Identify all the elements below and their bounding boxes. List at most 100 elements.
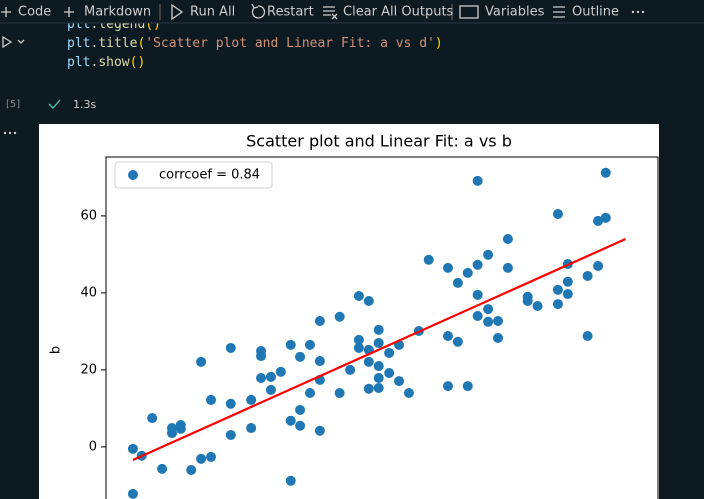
scatter-point bbox=[196, 453, 207, 464]
toolbar-button[interactable]: Outline bbox=[572, 5, 619, 20]
scatter-point bbox=[593, 260, 604, 271]
scatter-point bbox=[265, 371, 276, 382]
toolbar-button[interactable]: Restart bbox=[267, 5, 314, 20]
toolbar-button[interactable]: Clear All Outputs bbox=[343, 5, 454, 20]
scatter-point bbox=[472, 311, 483, 322]
scatter-point bbox=[285, 475, 296, 486]
outline-icon bbox=[553, 6, 565, 18]
legend-box bbox=[114, 161, 273, 189]
toolbar-button[interactable]: Markdown bbox=[84, 5, 151, 20]
scatter-point bbox=[295, 351, 306, 362]
code-line: plt.title('Scatter plot and Linear Fit: … bbox=[67, 36, 443, 51]
scatter-point bbox=[493, 332, 504, 343]
code-token: title bbox=[98, 36, 137, 51]
scatter-point bbox=[452, 277, 463, 288]
scatter-point bbox=[206, 451, 217, 462]
scatter-point bbox=[363, 383, 374, 394]
run-icon bbox=[171, 3, 184, 21]
scatter-point bbox=[472, 175, 483, 186]
scatter-point bbox=[600, 212, 611, 223]
scatter-point bbox=[562, 276, 573, 287]
y-tick-label: 0 bbox=[89, 439, 97, 454]
scatter-point bbox=[363, 295, 374, 306]
scatter-point bbox=[147, 413, 158, 424]
more-icons bbox=[3, 10, 645, 135]
scatter-point bbox=[483, 316, 494, 327]
scatter-point bbox=[225, 429, 236, 440]
scatter-point bbox=[442, 262, 453, 273]
scatter-point bbox=[275, 366, 286, 377]
code-cell: plt.legend()plt.title('Scatter plot and … bbox=[67, 17, 443, 70]
toolbar-button[interactable]: Run All bbox=[190, 5, 235, 20]
scatter-point bbox=[582, 331, 593, 342]
scatter-point bbox=[493, 316, 504, 327]
scatter-point bbox=[373, 337, 384, 348]
scatter-point bbox=[206, 394, 217, 405]
scatter-point bbox=[384, 367, 395, 378]
scatter-point bbox=[384, 347, 395, 358]
y-tick-label: 60 bbox=[80, 208, 97, 223]
scatter-point bbox=[483, 304, 494, 315]
scatter-point bbox=[373, 372, 384, 383]
scatter-point bbox=[353, 342, 364, 353]
scatter-point bbox=[314, 356, 325, 367]
code-line: plt.show() bbox=[67, 55, 145, 70]
scatter-point bbox=[582, 270, 593, 281]
toolbar-button[interactable]: Variables bbox=[485, 5, 545, 20]
scatter-point bbox=[394, 376, 405, 387]
scatter-point bbox=[295, 404, 306, 415]
scatter-point bbox=[552, 208, 563, 219]
run-cell-icon bbox=[2, 35, 13, 49]
scatter-point bbox=[285, 339, 296, 350]
code-token: show bbox=[98, 55, 129, 70]
scatter-point bbox=[472, 289, 483, 300]
chart-title: Scatter plot and Linear Fit: a vs b bbox=[246, 132, 512, 151]
scatter-point bbox=[285, 415, 296, 426]
scatter-point bbox=[256, 372, 267, 383]
scatter-point bbox=[403, 388, 414, 399]
scatter-point bbox=[157, 463, 168, 474]
code-token: () bbox=[130, 55, 146, 70]
toolbar-icons bbox=[1, 3, 565, 109]
scatter-point bbox=[502, 234, 513, 245]
scatter-point bbox=[304, 339, 315, 350]
code-token: ) bbox=[435, 36, 443, 51]
scatter-point bbox=[304, 388, 315, 399]
duration: 1.3s bbox=[73, 98, 96, 111]
scatter-point bbox=[532, 300, 543, 311]
scatter-point bbox=[483, 249, 494, 260]
legend-marker bbox=[128, 170, 138, 180]
scatter-point bbox=[295, 420, 306, 431]
axes-frame bbox=[105, 156, 659, 499]
code-token: . bbox=[90, 36, 98, 51]
fit-line bbox=[132, 238, 627, 461]
y-axis-label: b bbox=[49, 346, 64, 354]
scatter-point bbox=[246, 394, 257, 405]
scatter-point bbox=[246, 423, 257, 434]
variables-icon bbox=[459, 5, 479, 19]
execution-count: [5] bbox=[6, 99, 20, 110]
scatter-point bbox=[442, 331, 453, 342]
scatter-point bbox=[452, 336, 463, 347]
success-icon bbox=[48, 99, 61, 109]
scatter-point bbox=[373, 361, 384, 372]
scatter-point bbox=[353, 290, 364, 301]
legend-label: corrcoef = 0.84 bbox=[159, 168, 260, 183]
toolbar-bg bbox=[0, 0, 704, 23]
scatter-point bbox=[345, 364, 356, 375]
code-token: ( bbox=[137, 36, 145, 51]
scatter-point bbox=[462, 267, 473, 278]
y-tick-label: 20 bbox=[80, 362, 97, 377]
clear-icon bbox=[323, 6, 338, 20]
scatter-point bbox=[552, 299, 563, 310]
toolbar-button[interactable]: Code bbox=[18, 5, 51, 20]
scatter-point bbox=[373, 383, 384, 393]
scatter-point bbox=[423, 254, 434, 265]
code-token: plt bbox=[67, 55, 90, 70]
scatter-point bbox=[522, 295, 533, 306]
code-token: . bbox=[90, 55, 98, 70]
scatter-point bbox=[373, 324, 384, 335]
scatter-point bbox=[502, 262, 513, 273]
scatter-point bbox=[353, 334, 364, 345]
